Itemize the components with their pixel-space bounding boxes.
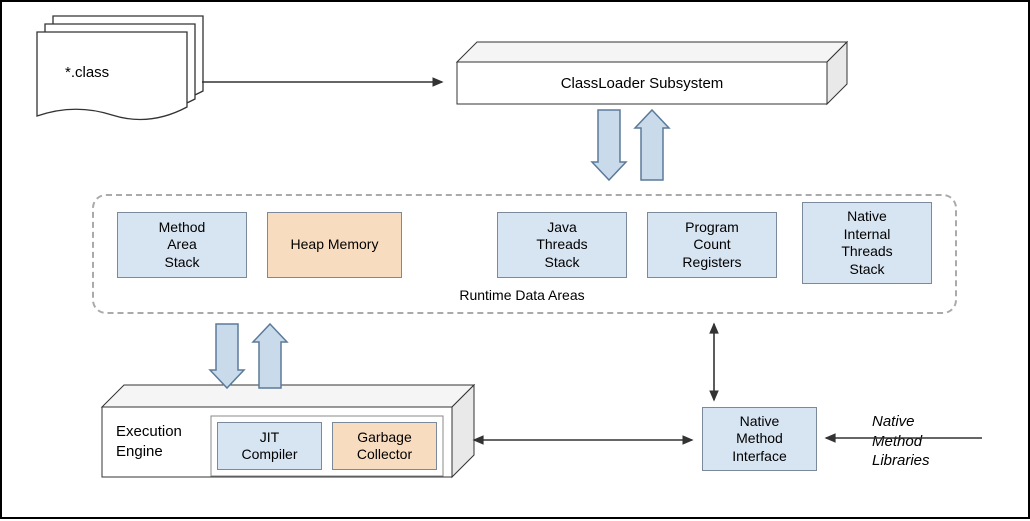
nativeThreads-box: NativeInternalThreadsStack [802, 202, 932, 284]
gc-box: GarbageCollector [332, 422, 437, 470]
native-method-libraries-label: NativeMethodLibraries [872, 412, 982, 471]
class-file-label: *.class [65, 64, 109, 81]
pcRegisters-box: ProgramCountRegisters [647, 212, 777, 278]
javaThreads-box: JavaThreadsStack [497, 212, 627, 278]
heap-box: Heap Memory [267, 212, 402, 278]
runtime-caption: Runtime Data Areas [422, 287, 622, 303]
jit-box: JITCompiler [217, 422, 322, 470]
diagram-frame: *.class ClassLoader Subsystem ExecutionEng… [0, 0, 1030, 519]
classloader-cube: ClassLoader Subsystem [457, 62, 827, 104]
methodArea-box: MethodAreaStack [117, 212, 247, 278]
exec-engine-label: ExecutionEngine [116, 422, 206, 461]
nmi-box: NativeMethodInterface [702, 407, 817, 471]
